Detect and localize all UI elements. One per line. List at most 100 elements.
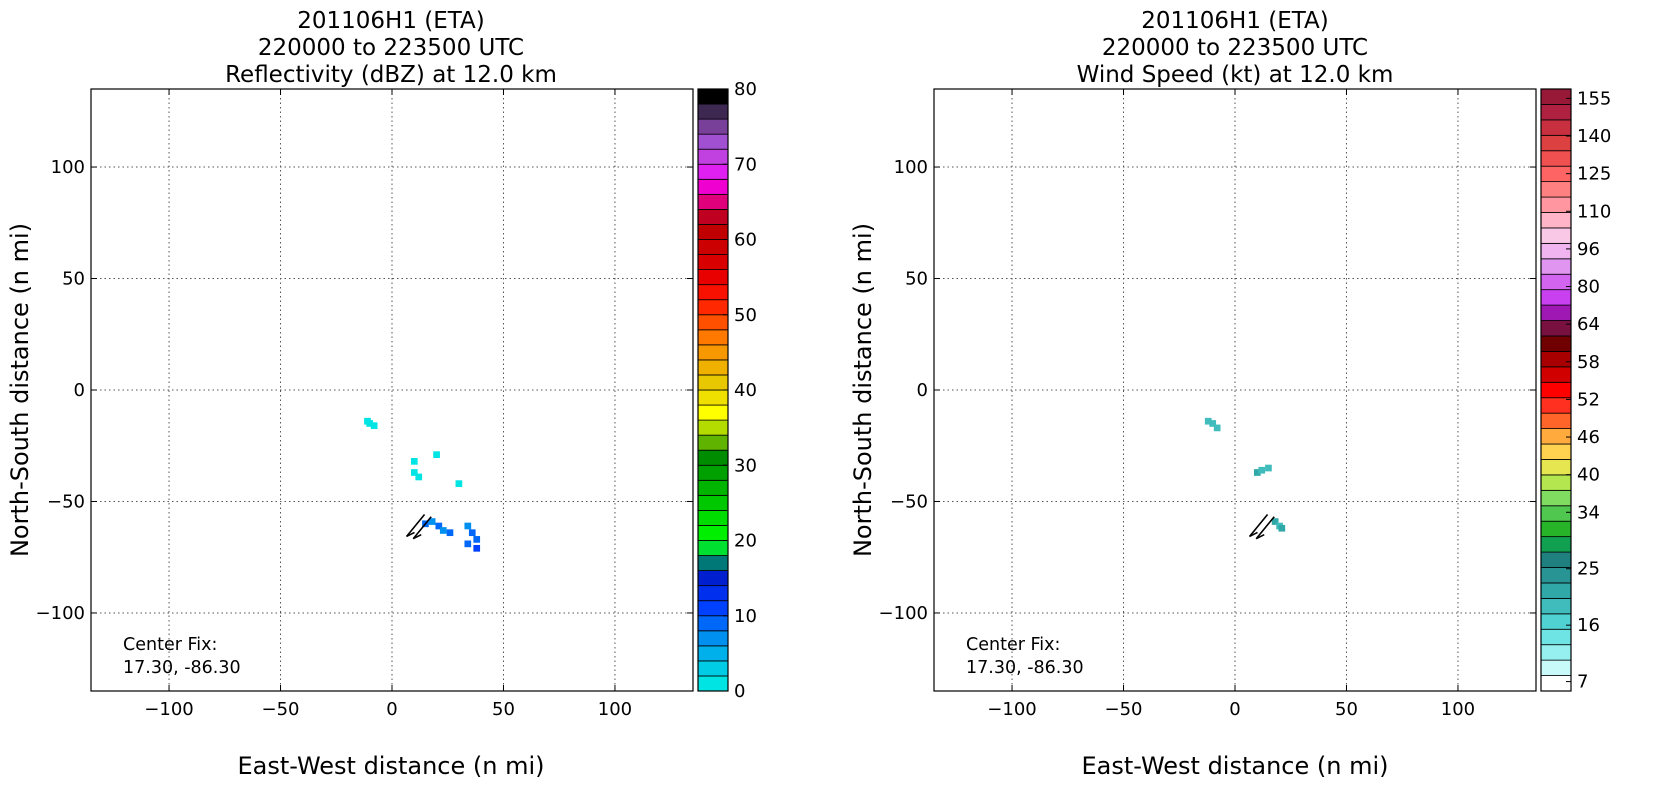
plot-frame — [933, 88, 1537, 692]
colorbar-tick-label: 40 — [734, 380, 757, 401]
data-cell — [410, 458, 418, 465]
colorbar-tick-label: 140 — [1577, 126, 1611, 147]
reflectivity-panel: 201106H1 (ETA)220000 to 223500 UTCReflec… — [6, 8, 757, 780]
y-tick-label: 0 — [917, 380, 928, 401]
colorbar-tick-label: 80 — [1577, 277, 1600, 298]
chart-title-line: 220000 to 223500 UTC — [258, 35, 524, 61]
colorbar-tick-label: 40 — [1577, 465, 1600, 486]
y-tick-label: −50 — [47, 491, 85, 512]
colorbar-tick-label: 155 — [1577, 88, 1611, 109]
colorbar-segment — [697, 118, 729, 135]
colorbar-segment — [1540, 551, 1572, 568]
wind-barb — [1255, 516, 1275, 540]
colorbar-segment — [1540, 119, 1572, 136]
colorbar-segment — [1540, 597, 1572, 615]
colorbar-segment — [697, 570, 729, 587]
colorbar-segment — [1540, 675, 1572, 692]
colorbar-segment — [697, 509, 729, 526]
y-tick-label: −100 — [36, 603, 85, 624]
colorbar-segment — [697, 254, 729, 271]
data-cell — [428, 518, 436, 525]
colorbar-segment — [697, 585, 729, 602]
data-cell — [1271, 518, 1279, 525]
data-cell — [1265, 464, 1272, 472]
y-tick-label: 100 — [894, 157, 928, 178]
data-cell — [433, 451, 440, 459]
wind-barb-flag — [406, 531, 415, 538]
y-tick-label: −50 — [890, 491, 928, 512]
colorbar-tick-label: 64 — [1577, 314, 1600, 335]
x-tick-label: −50 — [1105, 699, 1143, 720]
colorbar-segment — [1540, 567, 1572, 584]
colorbar-tick-label: 58 — [1577, 352, 1600, 373]
colorbar-segment — [697, 449, 729, 466]
colorbar-tick-label: 25 — [1577, 559, 1600, 580]
colorbar-segment — [1540, 289, 1572, 306]
colorbar-segment — [697, 193, 729, 210]
colorbar-segment — [697, 389, 729, 406]
x-tick-label: 0 — [1229, 699, 1240, 720]
colorbar-tick-label: 16 — [1577, 615, 1600, 636]
x-tick-label: −100 — [144, 699, 193, 720]
center-fix-annotation: Center Fix: — [966, 635, 1060, 655]
center-fix-annotation: 17.30, -86.30 — [123, 658, 241, 678]
colorbar-segment — [697, 419, 729, 436]
colorbar-segment — [697, 479, 729, 496]
colorbar-segment — [1540, 150, 1572, 167]
data-cell — [439, 527, 447, 534]
colorbar-segment — [1540, 505, 1572, 522]
data-cell — [1204, 417, 1212, 425]
colorbar-segment — [1540, 428, 1572, 445]
chart-title-line: Wind Speed (kt) at 12.0 km — [1077, 62, 1394, 88]
colorbar-segment — [697, 88, 729, 105]
colorbar-segment — [697, 329, 729, 346]
colorbar-segment — [1540, 412, 1572, 429]
x-tick-label: 50 — [1335, 699, 1358, 720]
colorbar-segment — [697, 148, 729, 165]
y-tick-label: 100 — [51, 157, 85, 178]
x-tick-label: 100 — [1441, 699, 1475, 720]
colorbar-segment — [697, 314, 729, 331]
colorbar-tick-label: 52 — [1577, 389, 1600, 410]
colorbar-segment — [1540, 212, 1572, 229]
colorbar-segment — [697, 525, 729, 541]
y-tick-label: 0 — [74, 380, 85, 401]
colorbar-tick-label: 110 — [1577, 201, 1611, 222]
colorbar-segment — [1540, 644, 1572, 661]
colorbar-segment — [1540, 304, 1572, 321]
colorbar-segment — [697, 630, 729, 647]
colorbar-segment — [1540, 659, 1572, 676]
y-axis-label: North-South distance (n mi) — [6, 223, 34, 557]
colorbar-segment — [1540, 227, 1572, 244]
data-cell — [473, 536, 481, 543]
colorbar-segment — [697, 404, 729, 421]
data-cell — [366, 420, 374, 427]
x-tick-label: −50 — [262, 699, 300, 720]
y-tick-label: 50 — [62, 269, 85, 290]
data-cell — [1209, 420, 1217, 427]
colorbar-segment — [1540, 104, 1572, 121]
colorbar-segment — [697, 645, 729, 662]
colorbar-segment — [697, 284, 729, 301]
colorbar-tick-label: 7 — [1577, 672, 1588, 693]
colorbar-tick-label: 60 — [734, 230, 757, 251]
center-fix-annotation: Center Fix: — [123, 635, 217, 655]
colorbar-segment — [1540, 536, 1572, 553]
wind-barb-flag — [1255, 533, 1265, 540]
data-cell — [455, 480, 463, 487]
colorbar-segment — [1540, 320, 1572, 337]
colorbar-segment — [697, 434, 729, 451]
x-tick-label: 50 — [492, 699, 515, 720]
colorbar-segment — [1540, 520, 1572, 538]
wind-barb — [1248, 513, 1269, 537]
data-cell — [370, 422, 378, 430]
colorbar-segment — [1540, 273, 1572, 291]
colorbar-segment — [697, 540, 729, 556]
y-axis-label: North-South distance (n mi) — [849, 223, 877, 557]
colorbar-tick-label: 50 — [734, 305, 757, 326]
colorbar-segment — [1540, 397, 1572, 414]
data-cell — [468, 529, 476, 537]
colorbar-tick-label: 20 — [734, 531, 757, 552]
